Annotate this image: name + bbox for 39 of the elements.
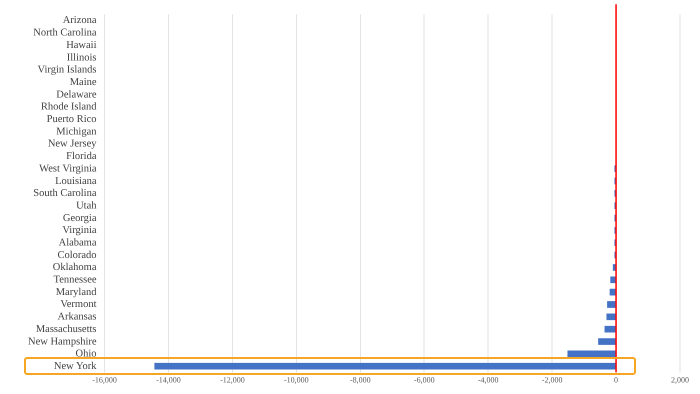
y-tick-label: Colorado: [57, 250, 97, 261]
y-tick-label: Illinois: [66, 52, 97, 64]
y-tick-label: Vermont: [60, 299, 97, 310]
y-tick-label: Massachusetts: [36, 324, 97, 335]
y-tick-label: Delaware: [56, 89, 97, 100]
x-tick-label: 0: [614, 375, 618, 384]
y-tick-label: Puerto Rico: [46, 114, 97, 126]
y-tick-label: West Virginia: [39, 163, 97, 174]
y-tick-label: Maryland: [56, 286, 98, 298]
y-tick-label: Virgin Islands: [38, 64, 97, 76]
x-tick-label: -12,000: [220, 375, 245, 384]
x-tick-label: -16,000: [92, 375, 117, 384]
y-tick-label: Alabama: [58, 237, 97, 248]
x-tick-label: -10,000: [284, 375, 309, 384]
y-tick-label: Michigan: [56, 126, 98, 138]
y-tick-label: New Hampshire: [28, 336, 97, 348]
x-tick-label: -2,000: [542, 375, 562, 384]
y-tick-label: Tennessee: [54, 274, 97, 286]
y-tick-label: Maine: [70, 76, 97, 88]
y-tick-label: Rhode Island: [40, 102, 98, 113]
x-tick-label: -14,000: [156, 375, 181, 384]
x-tick-label: -4,000: [478, 375, 499, 384]
y-tick-label: New York: [54, 360, 98, 372]
y-tick-label: Arizona: [62, 15, 97, 26]
y-tick-label: Louisiana: [55, 176, 97, 187]
x-tick-label: 2,000: [671, 375, 689, 384]
y-tick-label: Hawaii: [66, 40, 97, 51]
y-tick-label: Virginia: [62, 225, 97, 236]
y-tick-label: Oklahoma: [52, 262, 97, 274]
x-tick-label: -8,000: [350, 375, 371, 384]
y-tick-label: Ohio: [76, 348, 97, 360]
x-tick-label: -6,000: [414, 375, 435, 384]
y-tick-label: Arkansas: [57, 312, 97, 323]
y-tick-label: Georgia: [62, 212, 97, 224]
y-tick-label: Utah: [76, 200, 98, 212]
y-tick-label: New Jersey: [48, 138, 98, 150]
y-tick-label: South Carolina: [33, 188, 97, 200]
y-tick-label: North Carolina: [33, 28, 97, 39]
y-tick-label: Florida: [66, 151, 97, 162]
